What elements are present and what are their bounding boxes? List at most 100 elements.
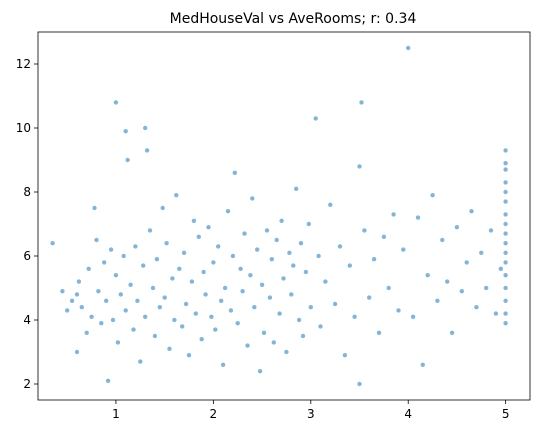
data-point <box>154 257 160 262</box>
data-point <box>323 279 328 284</box>
data-point <box>469 209 474 214</box>
data-point <box>459 289 464 294</box>
data-point <box>359 100 364 105</box>
data-point <box>157 305 162 310</box>
data-point <box>503 180 508 185</box>
data-point <box>503 241 508 246</box>
data-point <box>115 340 121 345</box>
data-point <box>313 116 318 121</box>
data-point <box>503 231 508 236</box>
data-point <box>454 225 460 230</box>
data-point <box>316 253 321 259</box>
data-point <box>318 324 323 329</box>
chart-title: MedHouseVal vs AveRooms; r: 0.34 <box>170 11 417 27</box>
data-point <box>274 237 279 243</box>
data-point <box>193 311 198 316</box>
data-point <box>267 295 273 300</box>
data-point <box>213 327 218 332</box>
points-layer <box>50 45 508 387</box>
data-point <box>430 193 435 198</box>
data-point <box>269 257 274 262</box>
y-tick-label: 4 <box>23 313 31 327</box>
data-point <box>143 125 148 131</box>
data-point <box>69 298 75 303</box>
data-point <box>371 257 377 262</box>
data-point <box>147 228 153 233</box>
data-point <box>99 321 104 326</box>
data-point <box>172 317 177 323</box>
y-tick-label: 12 <box>16 57 31 71</box>
data-point <box>391 212 396 217</box>
data-point <box>216 244 221 249</box>
data-point <box>211 260 216 265</box>
data-point <box>203 292 208 297</box>
data-point <box>306 221 311 227</box>
data-point <box>332 301 338 307</box>
data-point <box>503 212 508 217</box>
data-point <box>362 228 367 233</box>
data-point <box>162 295 167 300</box>
data-point <box>503 260 508 265</box>
data-point <box>352 314 357 319</box>
data-point <box>367 295 372 300</box>
data-point <box>220 362 226 367</box>
data-point <box>474 305 479 310</box>
data-point <box>199 337 204 342</box>
data-point <box>164 241 169 246</box>
data-point <box>248 273 253 278</box>
data-point <box>261 330 267 335</box>
data-point <box>118 292 124 297</box>
data-point <box>135 298 140 303</box>
data-point <box>449 330 455 335</box>
data-point <box>294 186 299 191</box>
data-point <box>206 225 211 230</box>
y-tick-label: 10 <box>16 121 31 135</box>
data-point <box>123 308 128 313</box>
data-point <box>128 282 133 287</box>
x-tick-label: 1 <box>112 407 120 421</box>
y-tick-label: 2 <box>23 377 31 391</box>
data-point <box>181 250 187 255</box>
data-point <box>102 260 107 265</box>
data-point <box>503 311 508 316</box>
data-point <box>503 250 508 255</box>
data-point <box>245 343 250 348</box>
data-point <box>242 231 247 236</box>
data-point <box>201 269 206 275</box>
data-point <box>252 305 257 310</box>
data-point <box>92 205 97 211</box>
data-point <box>230 253 236 259</box>
data-point <box>503 189 508 195</box>
data-point <box>240 289 245 294</box>
data-point <box>86 266 91 271</box>
data-point <box>186 353 192 358</box>
data-point <box>381 234 387 239</box>
data-point <box>298 241 304 246</box>
data-point <box>138 359 143 364</box>
data-point <box>328 202 333 207</box>
data-point <box>255 247 260 252</box>
data-point <box>488 228 494 233</box>
data-point <box>228 308 234 313</box>
data-point <box>303 269 309 275</box>
data-point <box>410 314 416 319</box>
data-point <box>183 301 189 307</box>
data-point <box>347 263 352 268</box>
data-point <box>401 247 406 252</box>
data-point <box>284 349 289 355</box>
data-point <box>281 276 286 281</box>
data-point <box>503 285 508 291</box>
data-point <box>196 234 201 239</box>
data-point <box>133 244 138 249</box>
data-point <box>160 205 165 211</box>
data-point <box>110 317 116 323</box>
data-point <box>308 305 313 310</box>
plot-frame <box>37 31 531 401</box>
data-point <box>337 244 343 249</box>
data-point <box>300 333 306 339</box>
data-point <box>464 260 469 265</box>
data-point <box>180 324 185 329</box>
data-point <box>357 381 362 387</box>
data-point <box>503 298 508 303</box>
